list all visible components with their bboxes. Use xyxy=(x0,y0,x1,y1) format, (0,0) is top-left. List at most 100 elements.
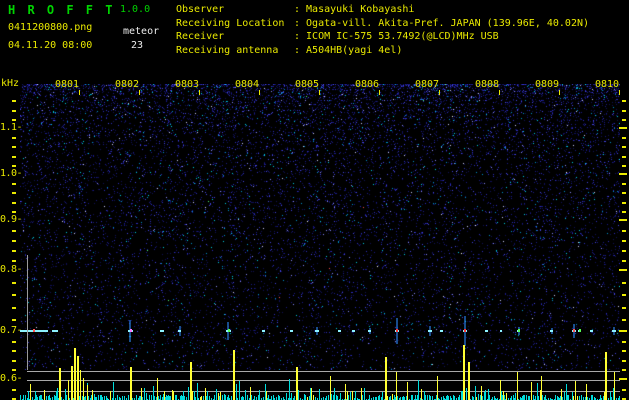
power-bar xyxy=(480,395,481,400)
power-bar xyxy=(126,398,127,400)
power-bar xyxy=(604,392,605,400)
power-bar xyxy=(37,397,38,400)
power-bar xyxy=(610,392,611,400)
power-bar xyxy=(84,397,85,400)
freq-minor-tick-right xyxy=(622,240,626,242)
power-bar xyxy=(165,397,166,400)
freq-minor-tick-right xyxy=(622,250,626,252)
power-bar xyxy=(138,398,139,400)
power-bar xyxy=(181,395,182,400)
freq-major-tick-right xyxy=(619,378,627,380)
power-bar xyxy=(216,389,217,400)
power-bar xyxy=(102,397,103,400)
power-bar xyxy=(357,398,358,400)
power-bar xyxy=(488,389,489,400)
power-bar xyxy=(173,391,174,400)
power-bar xyxy=(188,387,189,400)
time-axis-label: 0805 xyxy=(295,79,320,90)
power-bar xyxy=(313,395,314,400)
freq-minor-tick-left xyxy=(12,211,16,213)
power-bar xyxy=(418,380,419,400)
power-bar xyxy=(278,395,279,400)
time-axis-label: 0804 xyxy=(235,79,260,90)
power-bar xyxy=(254,396,255,400)
power-bar xyxy=(124,396,125,400)
power-bar xyxy=(508,398,509,400)
power-gridline-mid xyxy=(27,380,620,381)
power-bar xyxy=(397,396,398,400)
power-bar xyxy=(404,397,405,400)
freq-minor-tick-left xyxy=(12,369,16,371)
power-spike-bar xyxy=(157,378,158,400)
meteor-echo xyxy=(500,330,502,332)
info-value: : A504HB(yagi 4el) xyxy=(294,44,403,56)
power-bar xyxy=(231,396,232,400)
meteor-echo xyxy=(52,330,58,332)
power-bar xyxy=(484,392,485,400)
power-bar xyxy=(95,397,96,400)
power-bar xyxy=(459,395,460,400)
power-bar xyxy=(333,395,334,400)
power-spike-bar xyxy=(71,366,73,400)
power-bar xyxy=(65,389,66,400)
power-bar xyxy=(203,396,204,400)
freq-axis-label: 0.9- xyxy=(0,214,23,225)
freq-minor-tick-right xyxy=(622,369,626,371)
power-spike-bar xyxy=(500,380,501,400)
power-bar xyxy=(200,397,201,400)
freq-minor-tick-right xyxy=(622,165,626,167)
power-bar xyxy=(55,396,56,400)
power-bar xyxy=(294,396,295,400)
power-bar xyxy=(82,396,83,400)
freq-minor-tick-left xyxy=(12,202,16,204)
power-bar xyxy=(350,392,351,400)
meteor-echo xyxy=(428,330,432,332)
power-bar xyxy=(40,395,41,400)
power-bar xyxy=(46,396,47,400)
power-bar xyxy=(73,398,74,400)
power-bar xyxy=(412,395,413,400)
power-bar xyxy=(142,397,143,400)
power-bar xyxy=(567,395,568,400)
power-bar xyxy=(36,395,37,400)
meteor-echo-core xyxy=(33,329,35,332)
power-bar xyxy=(348,395,349,400)
power-bar xyxy=(601,398,602,400)
power-bar xyxy=(579,396,580,400)
power-bar xyxy=(613,388,614,400)
power-bar xyxy=(52,397,53,400)
meteor-echo xyxy=(485,330,488,332)
power-bar xyxy=(454,396,455,400)
power-spike-bar xyxy=(385,357,387,400)
power-bar xyxy=(288,398,289,400)
power-bar xyxy=(236,384,237,400)
power-bar xyxy=(319,389,320,400)
power-bar xyxy=(321,398,322,400)
power-bar xyxy=(136,395,137,400)
power-spike-bar xyxy=(361,388,362,400)
power-bar xyxy=(352,391,353,400)
meteor-echo-core xyxy=(573,329,575,332)
power-bar xyxy=(533,395,534,400)
power-bar xyxy=(117,395,118,400)
power-bar xyxy=(268,395,269,400)
power-bar xyxy=(379,395,380,400)
power-spike-bar xyxy=(30,384,31,400)
power-spike-bar xyxy=(233,350,235,400)
power-bar xyxy=(100,395,101,400)
power-spike-bar xyxy=(68,380,69,400)
power-bar xyxy=(394,395,395,400)
freq-minor-tick-left xyxy=(12,100,16,102)
freq-minor-tick-right xyxy=(622,110,626,112)
noise-level-marker-line xyxy=(27,255,28,370)
freq-minor-tick-right xyxy=(622,341,626,343)
power-spike-bar xyxy=(205,388,206,400)
app-title: H R O F F T xyxy=(8,3,115,17)
power-bar xyxy=(427,395,428,400)
power-bar xyxy=(153,386,154,400)
power-spike-bar xyxy=(110,391,111,400)
freq-minor-tick-left xyxy=(12,307,16,309)
power-bar xyxy=(225,395,226,400)
power-bar xyxy=(589,398,590,400)
